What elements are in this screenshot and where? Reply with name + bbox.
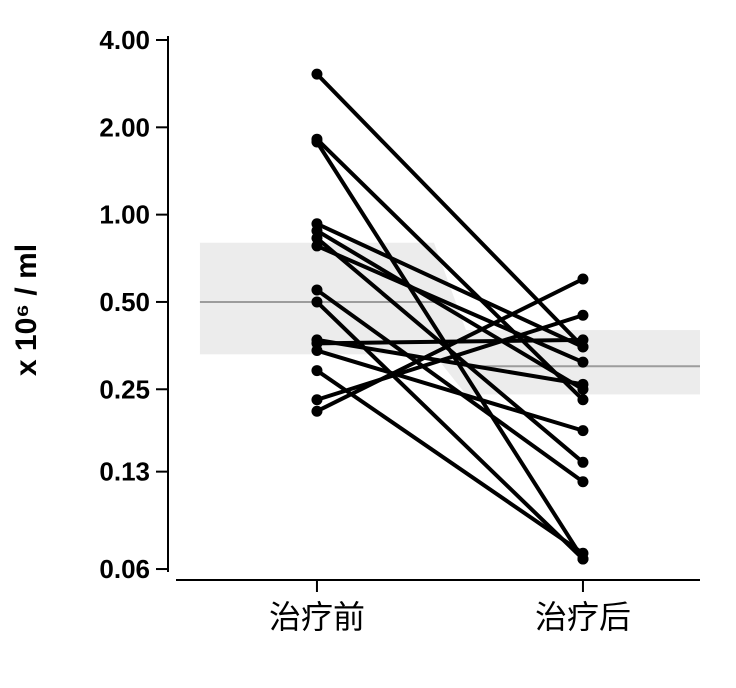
category-label: 治疗前 xyxy=(269,599,365,635)
chart-container: 0.06 0.13 0.25 0.50 1.00 2.00 4.00 治疗前 治疗后 x 10⁶ … xyxy=(0,0,736,688)
data-point-pre xyxy=(311,284,322,295)
y-tick-label: 4.00 xyxy=(99,25,150,55)
y-tick-label: 0.25 xyxy=(99,374,150,404)
y-tick-label: 1.00 xyxy=(99,200,150,230)
data-point-post xyxy=(577,394,588,405)
y-axis-label: x 10⁶ / ml xyxy=(10,244,43,376)
data-point-post xyxy=(577,273,588,284)
data-point-post xyxy=(577,334,588,345)
data-point-pre xyxy=(311,406,322,417)
chart-svg: 0.06 0.13 0.25 0.50 1.00 2.00 4.00 治疗前 治疗后 x 10⁶ … xyxy=(0,0,736,688)
data-point-pre xyxy=(311,69,322,80)
data-point-pre xyxy=(311,365,322,376)
data-point-post xyxy=(577,379,588,390)
data-point-pre xyxy=(311,394,322,405)
data-point-post xyxy=(577,310,588,321)
data-point-post xyxy=(577,457,588,468)
y-tick-label: 2.00 xyxy=(99,112,150,142)
data-point-pre xyxy=(311,296,322,307)
y-tick-label: 0.06 xyxy=(99,554,150,584)
data-point-post xyxy=(577,548,588,559)
y-tick-label: 0.13 xyxy=(99,457,150,487)
data-point-post xyxy=(577,357,588,368)
data-point-post xyxy=(577,425,588,436)
data-point-pre xyxy=(311,345,322,356)
y-tick-label: 0.50 xyxy=(99,287,150,317)
data-point-post xyxy=(577,476,588,487)
data-point-pre xyxy=(311,240,322,251)
pair-line xyxy=(317,371,583,554)
category-label: 治疗后 xyxy=(535,599,631,635)
data-point-pre xyxy=(311,136,322,147)
